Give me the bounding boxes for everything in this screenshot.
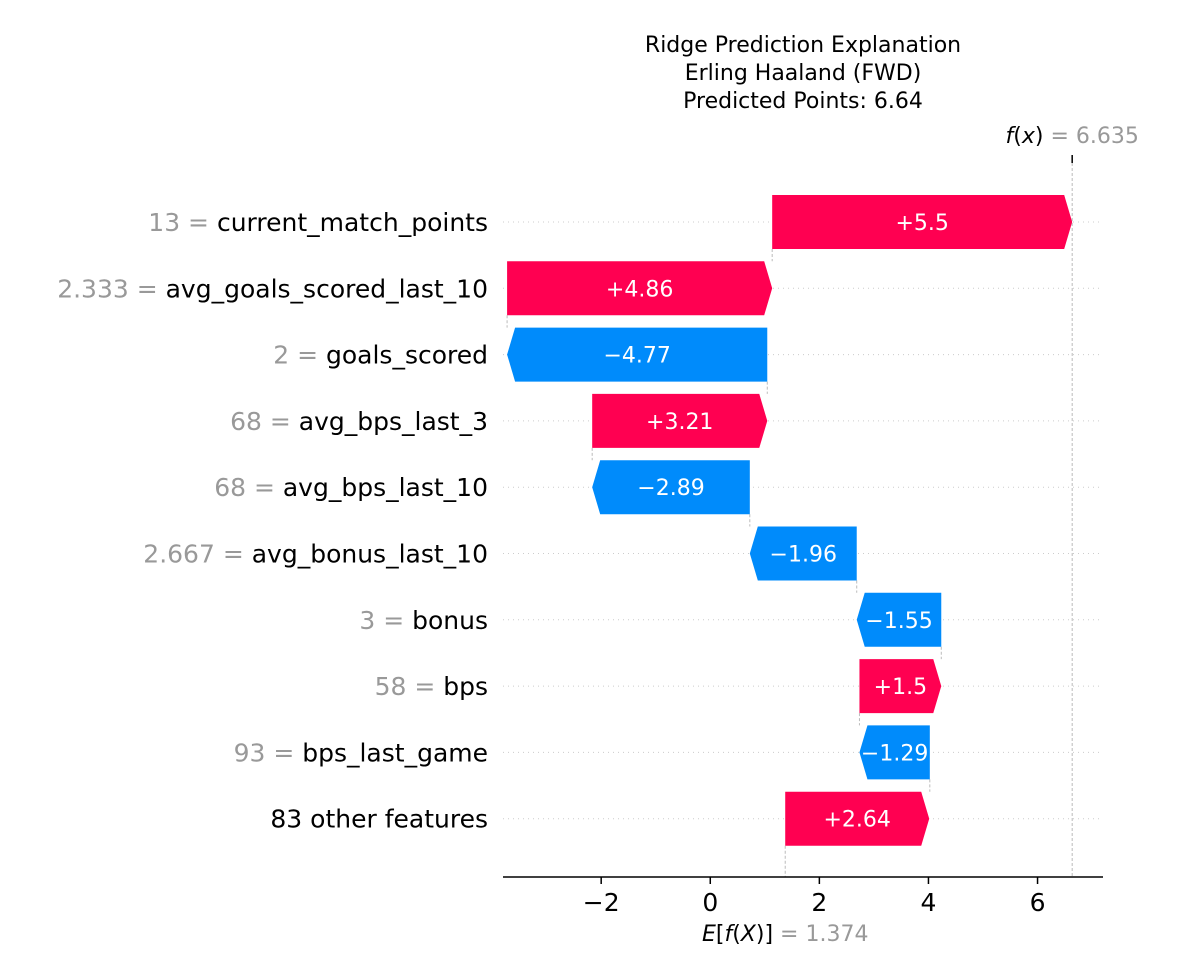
feature-name: bps_last_game: [302, 738, 488, 767]
bar-value-label: +5.5: [895, 211, 948, 236]
bar-current-match-points: [772, 195, 1073, 249]
fx-value: = 6.635: [1043, 124, 1138, 149]
feature-label: 68 = avg_bps_last_10: [214, 473, 488, 502]
feature-value: 13 =: [148, 208, 217, 237]
feature-label: 58 = bps: [375, 672, 488, 701]
fx-label: f(x) = 6.635: [1005, 124, 1138, 149]
chart-title-line-3: Predicted Points: 6.64: [683, 89, 923, 114]
base-value-symbol: E[f(X)]: [702, 922, 773, 947]
bar-value-label: +2.64: [824, 808, 891, 833]
feature-label: 13 = current_match_points: [148, 208, 488, 237]
bar-bps-last-game: [859, 725, 930, 780]
feature-value: 2 =: [273, 341, 326, 370]
feature-label: 2.667 = avg_bonus_last_10: [143, 540, 488, 569]
feature-name: avg_bps_last_3: [299, 407, 488, 436]
feature-value: 58 =: [375, 672, 444, 701]
chart-title-line-1: Ridge Prediction Explanation: [644, 33, 962, 58]
bar-bps: [859, 659, 942, 714]
x-tick-label: 4: [921, 888, 937, 917]
chart-title-line-2: Erling Haaland (FWD): [684, 61, 922, 86]
feature-label: 68 = avg_bps_last_3: [230, 407, 488, 436]
bar-value-label: −4.77: [603, 344, 670, 369]
bar-avg-bonus-last-10: [749, 526, 857, 581]
feature-value: 68 =: [230, 407, 299, 436]
feature-value: 2.667 =: [143, 540, 251, 569]
feature-label: 2 = goals_scored: [273, 341, 488, 370]
feature-value: 2.333 =: [57, 274, 165, 303]
feature-label: 3 = bonus: [359, 606, 488, 635]
feature-value: 93 =: [234, 738, 303, 767]
feature-value: 3 =: [359, 606, 412, 635]
x-tick-label: 0: [702, 888, 718, 917]
feature-label: 83 other features: [270, 805, 488, 834]
bar-value-label: +1.5: [874, 675, 927, 700]
bar-value-label: −1.29: [861, 741, 928, 766]
bar-avg-goals-scored-last-10: [507, 261, 773, 316]
bar-value-label: +4.86: [606, 277, 673, 302]
bar-bonus: [856, 592, 942, 647]
feature-label: 93 = bps_last_game: [234, 738, 488, 767]
feature-name: 83 other features: [270, 805, 488, 834]
bar-avg-bps-last-3: [592, 393, 768, 448]
feature-label: 2.333 = avg_goals_scored_last_10: [57, 274, 488, 303]
bar-value-label: +3.21: [646, 410, 713, 435]
feature-name: avg_bonus_last_10: [252, 540, 488, 569]
x-tick-label: −2: [583, 888, 620, 917]
x-tick-label: 2: [811, 888, 827, 917]
base-value-label: E[f(X)] = 1.374: [702, 922, 869, 947]
feature-name: avg_bps_last_10: [283, 473, 488, 502]
bar-avg-bps-last-10: [592, 460, 750, 515]
feature-name: current_match_points: [217, 208, 488, 237]
bar-goals-scored: [507, 327, 768, 382]
feature-name: avg_goals_scored_last_10: [166, 274, 488, 303]
bar-value-label: −1.55: [865, 609, 932, 634]
feature-value: 68 =: [214, 473, 283, 502]
feature-name: bonus: [412, 606, 488, 635]
base-value-number: = 1.374: [773, 922, 868, 947]
fx-symbol: f(x): [1005, 124, 1043, 149]
bar-value-label: −1.96: [770, 543, 837, 568]
feature-name: bps: [443, 672, 488, 701]
bar-83-other-features: [785, 791, 930, 846]
bar-value-label: −2.89: [637, 476, 704, 501]
feature-name: goals_scored: [326, 341, 488, 370]
x-tick-label: 6: [1030, 888, 1046, 917]
